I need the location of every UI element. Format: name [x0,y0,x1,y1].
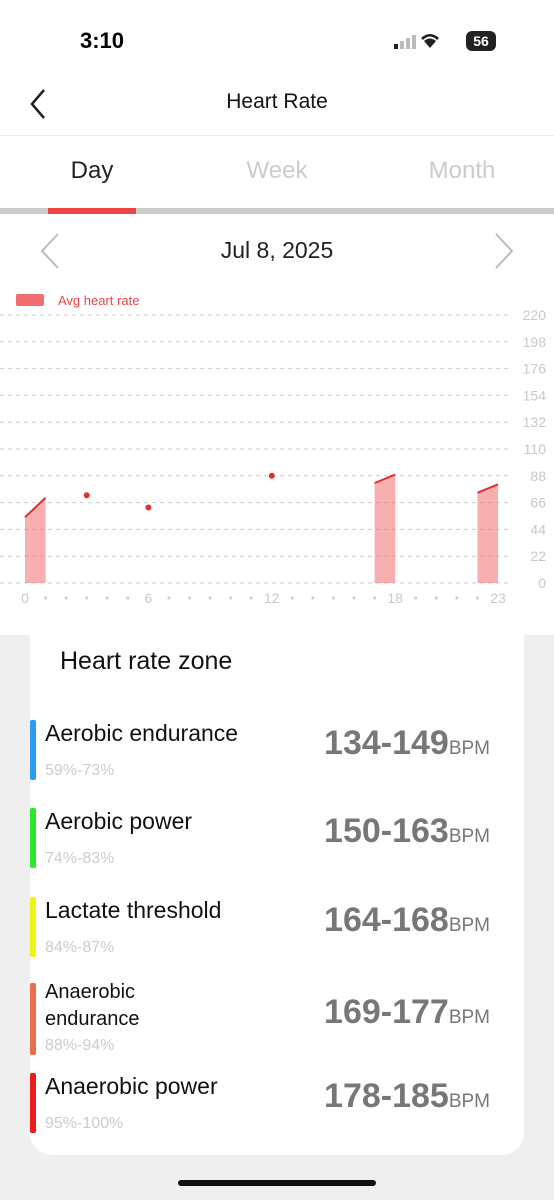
y-tick-label: 44 [530,521,546,537]
zone-name: Anaerobic endurance [45,981,140,1030]
zone-unit: BPM [448,1007,490,1028]
status-time: 3:10 [80,28,125,53]
y-tick-label: 66 [530,495,546,511]
x-minor-dot [373,596,377,600]
zone-color [30,1073,36,1133]
status-icons [394,34,439,49]
tab[interactable]: Month [428,157,496,184]
x-minor-dot [475,596,479,600]
zone-row: Anaerobic power 95%-100% 178-185BPM [30,1073,490,1133]
y-tick-label: 22 [530,548,546,564]
home-indicator [178,1180,376,1186]
x-tick-label: 12 [264,590,280,606]
line [374,473,396,485]
chart: Avg heart rate 0 22 44 66 88 110 132 154 176 198 22… [0,293,547,606]
line [477,483,499,494]
zone-range-value: 164-168 [324,901,449,939]
zone-row: Aerobic endurance 59%-73% 134-149BPM [30,720,490,780]
zone-percent: 95%-100% [45,1115,124,1132]
top-panel: 3:10 56 Heart Rate Day Week Month Jul 8,… [0,0,554,635]
area [477,484,498,583]
zone-range: 169-177BPM [324,993,490,1032]
x-minor-dot [249,596,253,600]
point [145,504,152,511]
x-tick-label: 0 [21,590,29,606]
x-minor-dot [64,596,68,600]
point [268,472,275,479]
x-minor-dot [434,596,438,600]
zone-unit: BPM [448,738,490,759]
y-tick-label: 220 [523,307,547,323]
zone-name: Lactate threshold [45,897,222,923]
x-minor-dot [105,596,109,600]
y-tick-label: 176 [523,361,547,377]
x-minor-dot [290,596,294,600]
zone-range-value: 178-185 [324,1077,449,1115]
legend-label: Avg heart rate [58,293,139,308]
y-tick-label: 110 [524,441,547,457]
tab[interactable]: Day [70,157,114,184]
x-minor-dot [85,596,89,600]
y-tick-label: 88 [530,468,546,484]
zone-title: Heart rate zone [60,647,233,675]
zone-percent: 88%-94% [45,1037,115,1054]
zone-name: Aerobic power [45,808,193,834]
line [24,497,47,518]
zone-color [30,808,36,868]
y-tick-label: 198 [523,334,547,350]
x-minor-dot [331,596,335,600]
zone-name: Anaerobic power [45,1073,218,1099]
x-tick-label: 6 [144,590,152,606]
zone-unit: BPM [448,915,490,936]
area [374,474,396,583]
x-minor-dot [229,596,233,600]
zone-range: 134-149BPM [324,724,490,763]
y-tick-label: 0 [538,575,546,591]
area [25,497,46,583]
zone-color [30,983,36,1055]
zone-range: 178-185BPM [324,1077,490,1116]
tab[interactable]: Week [246,157,308,184]
x-minor-dot [414,596,418,600]
zone-unit: BPM [448,1091,490,1112]
x-minor-dot [167,596,171,600]
zone-range-value: 134-149 [324,724,449,762]
x-minor-dot [126,596,130,600]
back-button[interactable] [26,86,56,122]
zone-range: 164-168BPM [324,901,490,940]
zone-name: Aerobic endurance [45,720,239,746]
zone-range-value: 150-163 [324,812,449,850]
x-minor-dot [44,596,48,600]
y-tick-label: 154 [523,387,547,403]
zone-range: 150-163BPM [324,812,490,851]
zone-color [30,720,36,780]
page-title: Heart Rate [226,90,328,113]
date: Jul 8, 2025 [220,237,334,263]
y-tick-label: 132 [523,414,547,430]
x-minor-dot [188,596,192,600]
zone-row: Aerobic power 74%-83% 150-163BPM [30,808,490,868]
x-minor-dot [352,596,356,600]
zone-percent: 74%-83% [45,850,115,867]
x-minor-dot [455,596,459,600]
battery: 56 [466,31,496,51]
zone-range-value: 169-177 [324,993,449,1031]
x-tick-label: 23 [490,590,506,606]
point [83,492,90,499]
zone-percent: 59%-73% [45,762,115,779]
zone-color [30,897,36,957]
zone-percent: 84%-87% [45,939,115,956]
zone-unit: BPM [448,826,490,847]
zone-row: Lactate threshold 84%-87% 164-168BPM [30,897,490,957]
x-minor-dot [311,596,315,600]
x-minor-dot [208,596,212,600]
zone-card: Heart rate zone [30,635,524,1155]
x-tick-label: 18 [387,590,403,606]
next-day[interactable] [490,232,516,270]
zone-row: Anaerobic endurance 88%-94% 169-177BPM [30,981,490,1055]
prev-day[interactable] [38,232,64,270]
legend-swatch [16,294,44,306]
